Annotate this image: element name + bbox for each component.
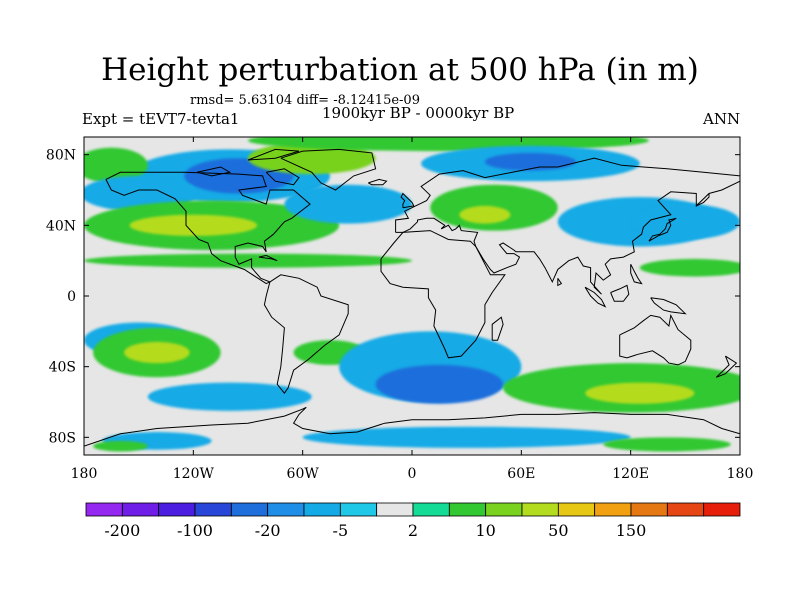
colorbar-swatch <box>303 502 341 517</box>
lon-tick-label: 60E <box>507 466 535 482</box>
plot-title: Height perturbation at 500 hPa (in m) <box>101 52 699 88</box>
colorbar-label: -20 <box>255 521 281 540</box>
period-label: 1900kyr BP - 0000kyr BP <box>322 104 515 122</box>
coastline-new-zealand <box>715 355 738 378</box>
colorbar-label: 50 <box>548 521 568 540</box>
coastline-sri-lanka <box>557 278 563 287</box>
colorbar-swatch <box>376 502 414 517</box>
field-region-alaska-green <box>84 147 148 183</box>
colorbar-label: 10 <box>475 521 495 540</box>
coastline-borneo <box>610 284 630 302</box>
colorbar-label: 150 <box>616 521 647 540</box>
colorbar-label: 2 <box>408 521 418 540</box>
lat-tick-label: 80S <box>49 430 76 446</box>
field-region-siberia-blue <box>484 152 576 171</box>
lon-tick-label: 120E <box>612 466 649 482</box>
colorbar-swatch <box>412 502 450 517</box>
lat-tick-label: 0 <box>67 289 76 305</box>
coastline-victoria-island <box>196 166 232 177</box>
coastline-philippines <box>630 263 643 285</box>
coastlines <box>84 148 740 447</box>
lat-tick-label: 40S <box>49 360 76 376</box>
coastline-iceland <box>368 178 388 186</box>
colorbar-swatch <box>630 502 668 517</box>
coastline-madagascar <box>491 316 504 341</box>
colorbar-swatch <box>521 502 559 517</box>
latitude-ticks: 80N 40N 0 40S 80S <box>46 148 740 446</box>
colorbar-swatch <box>267 502 305 517</box>
colorbar-swatch <box>485 502 523 517</box>
season-label: ANN <box>703 110 741 128</box>
field-region-europe-yellow <box>459 205 511 224</box>
coastline-australia <box>619 313 692 366</box>
colorbar-swatch <box>194 502 232 517</box>
field-region-wpac-green <box>639 258 740 277</box>
lat-tick-label: 80N <box>46 148 76 164</box>
coastline-antarctica <box>84 406 740 447</box>
coastline-new-guinea <box>650 297 687 315</box>
field-region-na-midlat-yellow <box>129 214 258 236</box>
colorbar-swatch <box>339 502 378 517</box>
coastline-greenland <box>280 148 377 191</box>
coastline-baffin <box>265 168 300 186</box>
coastline-africa <box>380 230 506 359</box>
colorbar-swatch <box>121 502 160 517</box>
colorbar-swatch <box>666 502 705 517</box>
coastline-north-america <box>105 171 311 285</box>
coastline-kamchatka-note <box>696 193 710 207</box>
experiment-label: Expt = tEVT7-tevta1 <box>82 110 240 128</box>
field-region-antarctic-cyan <box>302 426 631 448</box>
field-region-antarctic-green-west <box>93 440 148 452</box>
lon-tick-label: 120W <box>173 466 215 482</box>
colorbar-label: -200 <box>104 521 140 540</box>
colorbar-swatch <box>230 502 269 517</box>
lat-tick-label: 40N <box>46 218 76 234</box>
colorbar: -200 -100 -20 -5 2 10 50 150 <box>85 502 741 540</box>
coastline-uk <box>400 192 415 209</box>
coastline-south-america <box>263 274 349 395</box>
field-region-north-atlantic-cyan <box>284 184 412 224</box>
colorbar-swatch <box>158 502 196 517</box>
coastline-eurasia <box>395 157 740 295</box>
lon-tick-label: 60W <box>287 466 320 482</box>
stats-text: rmsd= 5.63104 diff= -8.12415e-09 <box>190 93 420 108</box>
colorbar-swatch <box>557 502 596 517</box>
lon-tick-label: 180 <box>727 466 754 482</box>
field-region-antarctic-green-east <box>603 437 731 452</box>
colorbar-label: -5 <box>333 521 349 540</box>
coastline-ellesmere <box>247 148 300 161</box>
coastline-cuba <box>258 254 278 262</box>
colorbar-label: -100 <box>177 521 213 540</box>
field-region-southern-ocean-blue <box>375 364 504 404</box>
field-region-arctic-sea-green <box>248 137 649 152</box>
lon-tick-label: 0 <box>408 466 417 482</box>
lon-tick-label: 180 <box>71 466 98 482</box>
colorbar-swatch <box>703 502 741 517</box>
field-region-pacific-cyan <box>630 204 740 240</box>
coastline-sumatra <box>584 286 607 308</box>
field-region-south-pacific-yellow <box>124 341 190 364</box>
colorbar-swatch <box>85 502 123 517</box>
longitude-ticks: 180 120W 60W 0 60E 120E 180 <box>71 137 754 482</box>
field-region-s-pacific-cyan-band <box>147 382 312 411</box>
colorbar-swatch <box>594 502 632 517</box>
field-region-s-indian-yellow <box>585 382 695 404</box>
coastline-japan <box>648 217 677 242</box>
colorbar-swatch <box>448 502 487 517</box>
